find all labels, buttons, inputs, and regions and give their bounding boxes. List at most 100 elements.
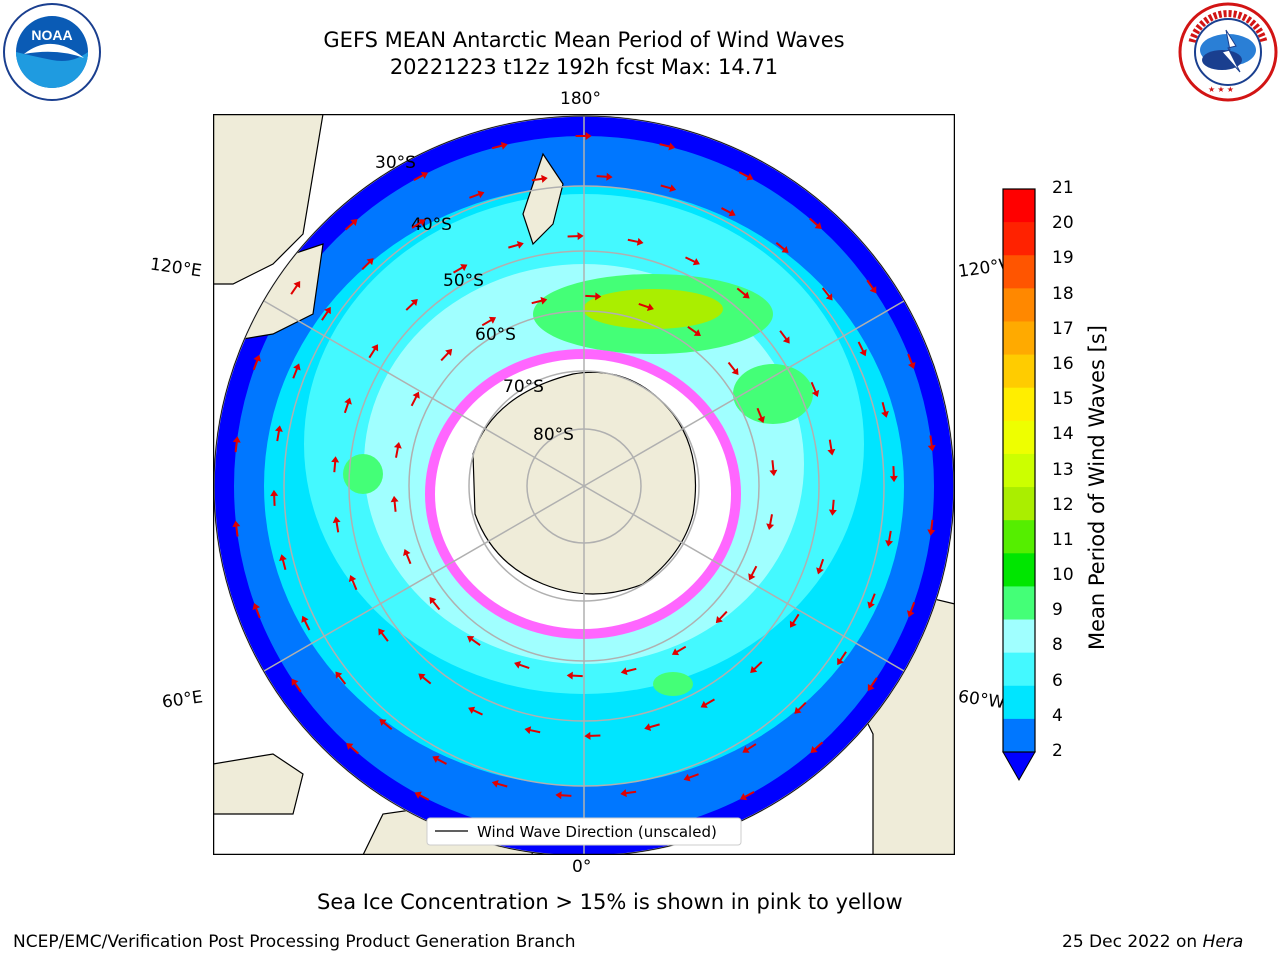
wave-direction-arrow xyxy=(727,361,739,376)
wave-direction-arrow xyxy=(881,401,889,418)
wave-direction-arrow xyxy=(440,348,453,362)
wave-direction-arrow xyxy=(414,791,430,801)
colorbar-band xyxy=(1003,387,1035,422)
wave-direction-arrow xyxy=(739,791,755,801)
colorbar-band xyxy=(1003,520,1035,554)
colorbar-band xyxy=(1003,255,1035,289)
wave-direction-arrow xyxy=(332,516,341,533)
wave-direction-arrow xyxy=(432,755,447,765)
noaa-logo-text: NOAA xyxy=(31,27,72,43)
colorbar-band xyxy=(1003,487,1035,521)
wave-direction-arrows xyxy=(232,131,936,841)
colorbar-band xyxy=(1003,586,1035,621)
colorbar-underflow-triangle xyxy=(1002,751,1036,782)
colorbar-band xyxy=(1003,453,1035,488)
lon-label-60e: 60°E xyxy=(160,687,205,713)
colorbar-tick-label: 10 xyxy=(1052,565,1074,586)
wave-direction-arrow xyxy=(343,397,352,414)
lat-label-30s: 30°S xyxy=(375,153,416,173)
colorbar-band xyxy=(1003,553,1035,587)
map-border xyxy=(213,114,955,855)
wave-direction-arrow xyxy=(403,548,412,565)
wave-direction-arrow xyxy=(738,171,754,181)
lat-label-80s: 80°S xyxy=(533,425,574,445)
colorbar-tick-label: 2 xyxy=(1052,741,1063,761)
colorbar-tick-label: 16 xyxy=(1052,353,1074,374)
wave-direction-arrow xyxy=(715,610,728,624)
wave-direction-arrow xyxy=(810,741,824,753)
wave-direction-arrow xyxy=(524,726,541,735)
wave-direction-arrow xyxy=(748,565,758,581)
wave-direction-arrow xyxy=(687,325,701,336)
wave-direction-arrow xyxy=(531,174,548,183)
colorbar-tick-label: 20 xyxy=(1052,213,1074,234)
wave-direction-arrow xyxy=(346,742,359,755)
wave-direction-arrow xyxy=(889,466,898,483)
wave-direction-arrow xyxy=(816,558,825,575)
wave-direction-arrow xyxy=(508,241,524,249)
wave-direction-arrow xyxy=(555,791,572,800)
wave-direction-arrow xyxy=(660,184,677,193)
legend-label: Wind Wave Direction (unscaled) xyxy=(477,823,717,841)
wave-direction-arrow xyxy=(828,499,837,516)
wave-direction-arrow xyxy=(907,353,916,370)
colorbar-band xyxy=(1003,619,1035,654)
wave-direction-arrow xyxy=(429,596,441,611)
colorbar-title: Mean Period of Wind Waves [s] xyxy=(1085,325,1109,650)
wave-direction-arrow xyxy=(775,241,789,253)
colorbar-band xyxy=(1003,321,1035,356)
wave-direction-arrow xyxy=(638,302,654,311)
wave-direction-arrow xyxy=(344,219,358,231)
wave-direction-arrow xyxy=(700,698,715,708)
wave-direction-arrow xyxy=(596,172,613,181)
wave-direction-arrow xyxy=(794,701,807,714)
wave-direction-arrow xyxy=(390,495,399,512)
wave-direction-arrow xyxy=(756,407,765,424)
wave-direction-arrow xyxy=(584,731,601,740)
map-legend: Wind Wave Direction (unscaled) xyxy=(426,817,742,846)
colorbar xyxy=(1002,188,1036,782)
colorbar-band xyxy=(1003,288,1035,322)
wave-direction-arrow xyxy=(827,439,836,456)
wave-direction-arrow xyxy=(779,330,790,344)
wave-direction-arrow xyxy=(491,779,508,788)
wave-direction-arrow xyxy=(927,519,936,536)
wave-direction-arrow xyxy=(274,425,283,442)
colorbar-tick-label: 15 xyxy=(1052,389,1074,410)
colorbar-tick-label: 11 xyxy=(1052,529,1074,550)
wave-direction-arrow xyxy=(232,520,241,537)
colorbar-band xyxy=(1003,718,1035,753)
colorbar-tick-label: 4 xyxy=(1052,705,1063,726)
wave-direction-arrow xyxy=(809,217,822,230)
wave-direction-arrow xyxy=(620,667,637,676)
wave-direction-arrow xyxy=(627,237,644,246)
colorbar-tick-label: 19 xyxy=(1052,248,1074,269)
wave-direction-arrow xyxy=(469,190,485,199)
wave-direction-arrow xyxy=(907,601,916,618)
wave-direction-arrow xyxy=(867,593,876,609)
wave-direction-arrow xyxy=(789,613,800,628)
wave-direction-arrow xyxy=(418,673,432,685)
map-panel: 30°S 40°S 50°S 60°S 70°S 80°S Wind Wave … xyxy=(213,114,955,855)
wave-direction-arrow xyxy=(566,671,583,680)
lat-label-50s: 50°S xyxy=(443,271,484,291)
wave-direction-arrow xyxy=(514,661,530,670)
wave-direction-arrow xyxy=(821,287,833,301)
wave-direction-arrow xyxy=(252,354,261,371)
colorbar-band xyxy=(1003,354,1035,389)
wave-direction-arrow xyxy=(270,489,279,506)
wave-direction-arrow xyxy=(467,636,481,647)
chart-subtitle: 20221223 t12z 192h fcst Max: 14.71 xyxy=(389,55,779,79)
lon-label-180: 180° xyxy=(560,89,601,109)
wave-direction-arrow xyxy=(885,530,894,547)
wave-direction-arrow xyxy=(736,287,750,299)
colorbar-tick-label: 12 xyxy=(1052,494,1074,515)
wave-direction-arrow xyxy=(335,671,347,685)
colorbar-tick-label: 6 xyxy=(1052,670,1063,691)
wave-direction-arrow xyxy=(301,615,311,631)
wave-direction-arrow xyxy=(585,292,602,301)
wave-direction-arrow xyxy=(481,316,497,327)
wave-direction-arrow xyxy=(867,677,878,692)
colorbar-tick-label: 17 xyxy=(1052,318,1074,339)
wave-direction-arrow xyxy=(721,207,736,217)
